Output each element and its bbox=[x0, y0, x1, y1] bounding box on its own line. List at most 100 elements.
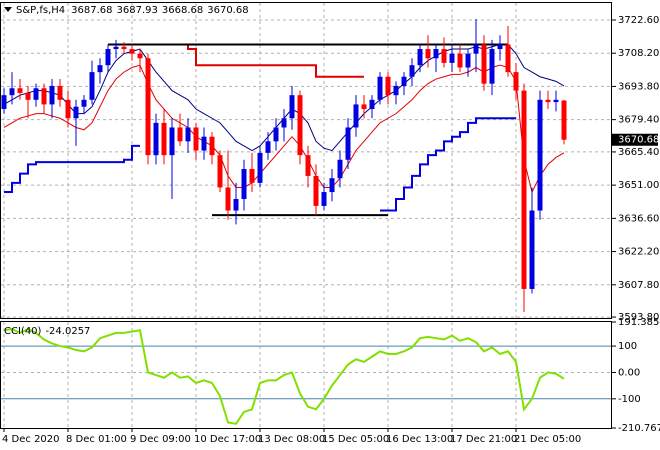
candle-body bbox=[65, 99, 71, 119]
menu-icon[interactable] bbox=[4, 7, 12, 12]
candle-body bbox=[457, 53, 463, 68]
y-tick-label: 3665.40 bbox=[618, 147, 659, 158]
candle-body bbox=[249, 168, 255, 183]
cci-header: CCI(40) -24.0257 bbox=[4, 326, 90, 337]
candle-body bbox=[497, 44, 503, 50]
candle-body bbox=[417, 49, 423, 66]
x-tick-label: 15 Dec 05:00 bbox=[322, 434, 389, 445]
candle-body bbox=[545, 99, 551, 103]
last-low: 3668.68 bbox=[162, 5, 203, 16]
cci-line bbox=[3, 327, 565, 425]
candle-body bbox=[73, 106, 79, 119]
candle-body bbox=[321, 192, 327, 206]
candle-body bbox=[289, 95, 295, 119]
price-frame bbox=[0, 2, 612, 319]
candle-body bbox=[113, 46, 119, 50]
candle-body bbox=[185, 127, 191, 142]
y-tick-label: 3636.60 bbox=[618, 213, 659, 224]
candle-body bbox=[273, 127, 279, 142]
x-tick-label: 21 Dec 05:00 bbox=[514, 434, 581, 445]
step-line bbox=[4, 117, 516, 212]
x-tick-label: 13 Dec 08:00 bbox=[258, 434, 325, 445]
candle-body bbox=[481, 44, 487, 84]
candle-body bbox=[169, 127, 175, 156]
y-tick-label: -100 bbox=[618, 394, 641, 405]
y-tick-label: 3651.00 bbox=[618, 180, 659, 191]
candle-body bbox=[9, 88, 15, 96]
candle-body bbox=[369, 99, 375, 110]
candle-body bbox=[105, 49, 111, 66]
candle-body bbox=[241, 168, 247, 199]
candle-body bbox=[1, 95, 7, 110]
candle-body bbox=[97, 65, 103, 73]
y-tick-label: 0.00 bbox=[618, 367, 640, 378]
x-tick-label: 10 Dec 17:00 bbox=[194, 434, 261, 445]
candle-body bbox=[201, 136, 207, 151]
candle-body bbox=[377, 76, 383, 100]
candle-body bbox=[81, 99, 87, 107]
y-tick-label: 3708.20 bbox=[618, 48, 659, 59]
candle-body bbox=[265, 141, 271, 153]
candle-body bbox=[449, 53, 455, 63]
candle-body bbox=[553, 99, 559, 103]
candle-body bbox=[161, 122, 167, 156]
candle-body bbox=[409, 65, 415, 77]
x-tick-label: 9 Dec 09:00 bbox=[130, 434, 191, 445]
candle-body bbox=[233, 198, 239, 211]
last-high: 3687.93 bbox=[117, 5, 158, 16]
candle-body bbox=[345, 127, 351, 160]
x-tick-label: 16 Dec 13:00 bbox=[386, 434, 453, 445]
candle-body bbox=[193, 127, 199, 151]
candle-body bbox=[353, 104, 359, 128]
candle-body bbox=[33, 88, 39, 100]
candle-body bbox=[129, 49, 135, 54]
candle-body bbox=[537, 99, 543, 211]
candle-body bbox=[393, 85, 399, 96]
cci-title: CCI(40) bbox=[4, 326, 42, 337]
candle-body bbox=[465, 53, 471, 68]
candle-body bbox=[137, 53, 143, 59]
candle-body bbox=[425, 49, 431, 59]
marks bbox=[1, 19, 567, 425]
current-price-box bbox=[612, 133, 658, 146]
candle-body bbox=[145, 58, 151, 156]
candle-body bbox=[529, 210, 535, 289]
y-tick-label: 191.3854 bbox=[618, 317, 660, 328]
candle-body bbox=[505, 44, 511, 73]
x-tick-label: 4 Dec 2020 bbox=[2, 434, 60, 445]
candle-body bbox=[57, 85, 63, 100]
candle-body bbox=[313, 175, 319, 206]
y-tick-label: 3622.20 bbox=[618, 247, 659, 258]
y-tick-label: -210.7677 bbox=[618, 423, 660, 434]
last-close: 3670.68 bbox=[207, 5, 248, 16]
candle-body bbox=[329, 178, 335, 193]
y-tick-label: 3679.40 bbox=[618, 115, 659, 126]
candle-body bbox=[473, 44, 479, 54]
candle-body bbox=[41, 88, 47, 105]
y-tick-label: 3607.80 bbox=[618, 280, 659, 291]
candle-body bbox=[561, 100, 567, 140]
candle-body bbox=[89, 72, 95, 100]
candle-body bbox=[305, 155, 311, 176]
cci-frame bbox=[0, 321, 612, 429]
candle-body bbox=[177, 127, 183, 142]
candle-body bbox=[17, 88, 23, 93]
candle-body bbox=[225, 187, 231, 211]
candle-body bbox=[281, 118, 287, 128]
symbol: S&P,fs,H4 bbox=[16, 5, 65, 16]
y-tick-label: 3593.80 bbox=[618, 312, 659, 323]
candle-body bbox=[433, 49, 439, 59]
candle-body bbox=[217, 155, 223, 188]
x-tick-label: 8 Dec 01:00 bbox=[66, 434, 127, 445]
header: S&P,fs,H4 3687.68 3687.93 3668.68 3670.68 bbox=[16, 5, 249, 16]
candle-body bbox=[153, 122, 159, 156]
moving-average bbox=[3, 64, 565, 194]
candle-body bbox=[489, 49, 495, 84]
candle-body bbox=[513, 72, 519, 91]
last-open: 3687.68 bbox=[71, 5, 112, 16]
y-tick-label: 3722.60 bbox=[618, 15, 659, 26]
candle-body bbox=[385, 76, 391, 96]
candle-body bbox=[521, 90, 527, 289]
